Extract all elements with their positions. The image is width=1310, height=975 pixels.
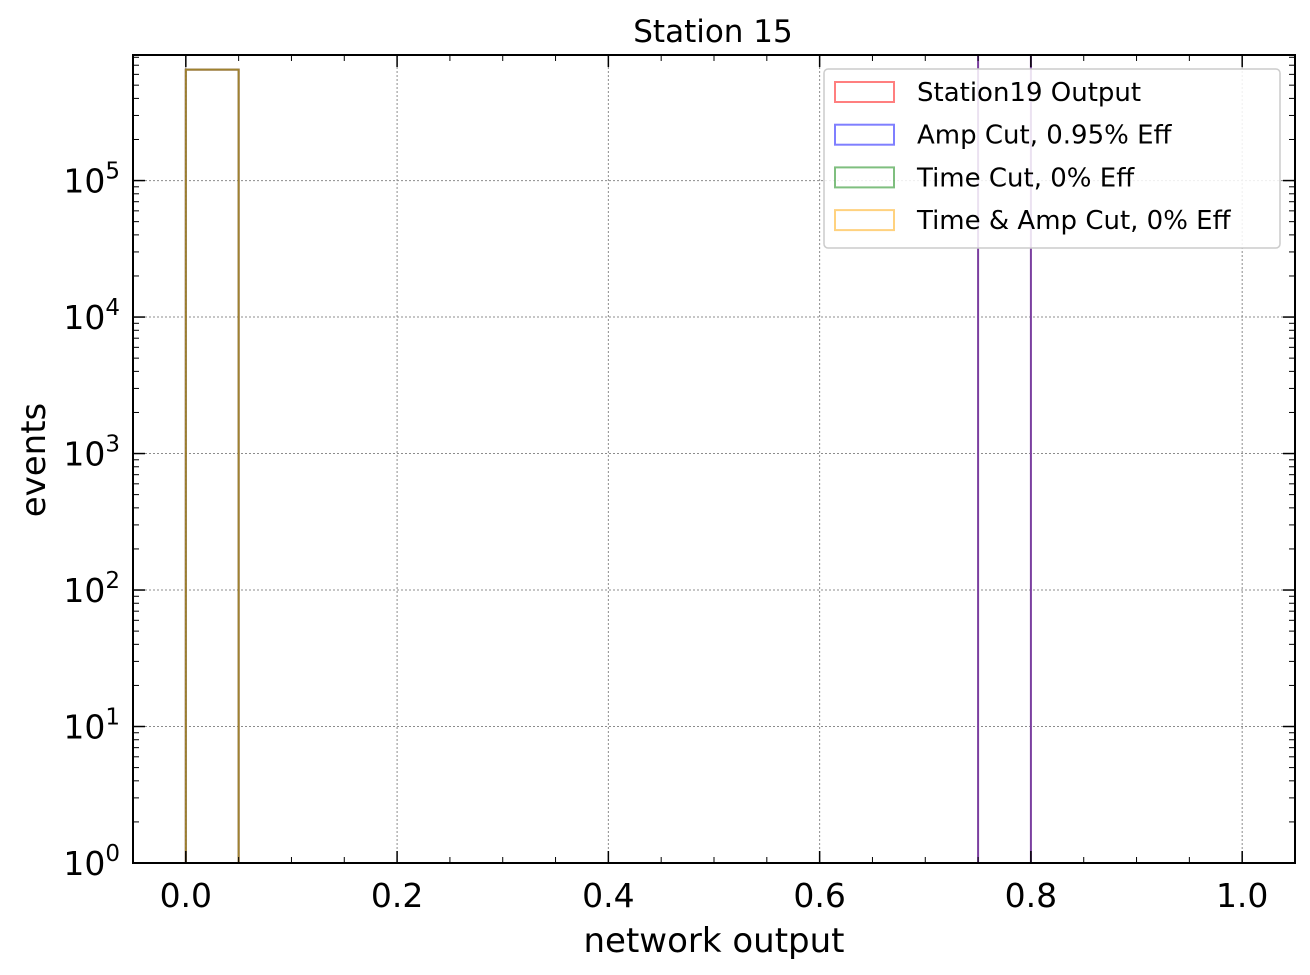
legend-label: Time & Amp Cut, 0% Eff (916, 206, 1232, 236)
histogram-bar-2 (184, 68, 240, 863)
y-tick-label: 102 (63, 568, 120, 610)
legend-swatch (834, 123, 895, 146)
histogram-bar-3 (184, 68, 240, 863)
y-tick-label: 101 (63, 705, 120, 747)
y-axis-label: events (14, 403, 54, 518)
y-tick-label: 103 (63, 432, 120, 474)
chart-title: Station 15 (633, 14, 793, 50)
x-axis-label: network output (583, 921, 844, 961)
legend: Station19 Output Amp Cut, 0.95% Eff Time C… (823, 68, 1281, 249)
axis-ticks: 0.0 0.2 0.4 0.6 0.8 1.0 100 101 102 103 104 105 (63, 55, 1295, 915)
legend-swatch (834, 166, 895, 189)
x-tick-label: 0.0 (160, 876, 212, 915)
y-tick-label: 104 (63, 295, 120, 337)
histogram-bars (184, 68, 240, 863)
x-tick-label: 0.2 (371, 876, 423, 915)
x-tick-label: 0.8 (1005, 876, 1057, 915)
y-tick-label: 105 (63, 159, 120, 201)
histogram-bar-0 (184, 68, 240, 863)
x-tick-label: 0.6 (793, 876, 845, 915)
x-tick-label: 0.4 (582, 876, 634, 915)
legend-swatch (834, 209, 895, 232)
legend-label: Amp Cut, 0.95% Eff (917, 121, 1173, 151)
legend-swatch (834, 81, 895, 103)
legend-box (823, 68, 1281, 249)
y-tick-label: 100 (63, 841, 120, 883)
histogram-bar-1 (184, 68, 240, 863)
legend-label: Station19 Output (917, 78, 1141, 108)
legend-label: Time Cut, 0% Eff (916, 163, 1135, 193)
x-tick-label: 1.0 (1216, 876, 1268, 915)
